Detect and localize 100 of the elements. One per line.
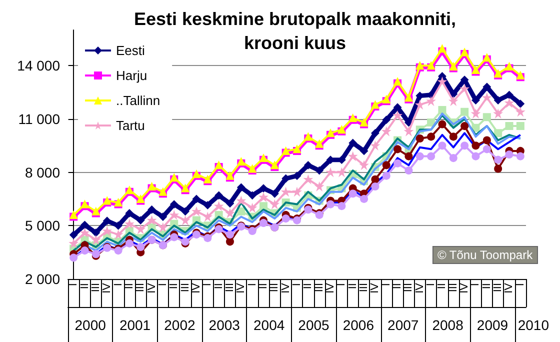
point — [293, 188, 301, 196]
x-tick-label: I — [336, 283, 348, 286]
point — [136, 225, 145, 234]
point — [204, 201, 212, 210]
x-tick-label: II — [302, 283, 314, 290]
point — [482, 113, 491, 122]
annotation: © Tõnu Toompark — [437, 248, 534, 262]
point — [170, 200, 178, 208]
point — [371, 129, 380, 138]
x-tick-label: III — [268, 283, 281, 292]
point — [326, 168, 335, 176]
point — [494, 96, 502, 104]
x-tick-label: II — [212, 283, 225, 290]
x-tick-label: I — [291, 283, 303, 286]
point — [394, 159, 402, 168]
x-tick-label: III — [224, 283, 236, 292]
point — [449, 97, 458, 106]
point — [482, 136, 491, 144]
x-tick-label: IV — [324, 282, 337, 294]
y-tick-label: 8 000 — [24, 164, 60, 180]
point — [70, 230, 78, 239]
point — [427, 97, 436, 106]
x-tick-label: II — [123, 283, 136, 290]
point — [371, 175, 380, 184]
point — [404, 166, 413, 175]
point — [136, 242, 145, 251]
point — [438, 106, 446, 114]
x-tick-label: I — [425, 283, 438, 286]
point — [382, 161, 390, 170]
point — [416, 100, 424, 109]
point — [460, 84, 469, 93]
point — [270, 200, 279, 208]
point — [438, 44, 446, 53]
point — [460, 108, 469, 116]
x-tick-label: III — [492, 283, 504, 292]
point — [449, 90, 458, 98]
text: 2004 — [253, 317, 285, 333]
point — [248, 204, 256, 212]
x-tick-label: IV — [458, 282, 471, 294]
point — [505, 150, 514, 158]
point — [282, 188, 290, 196]
text: 2003 — [208, 317, 240, 333]
point — [427, 132, 436, 141]
point — [460, 142, 469, 150]
point — [516, 122, 524, 130]
point — [394, 145, 402, 154]
x-tick-label: III — [179, 283, 192, 292]
point — [516, 100, 524, 108]
point — [259, 184, 268, 192]
x-tick-label: IV — [146, 282, 158, 294]
point — [315, 182, 324, 191]
x-tick-label: IV — [101, 282, 114, 294]
x-tick-label: IV — [235, 282, 248, 294]
point — [394, 103, 402, 112]
point — [259, 202, 268, 210]
point — [237, 196, 246, 205]
point — [516, 152, 524, 160]
x-tick-label: III — [447, 283, 460, 292]
point — [494, 164, 502, 173]
point — [80, 220, 89, 229]
point — [148, 216, 156, 224]
x-tick-label: III — [313, 283, 326, 292]
x-tick-label: IV — [414, 282, 426, 294]
point — [270, 190, 279, 198]
point — [438, 120, 446, 128]
point — [371, 142, 380, 150]
text: 2007 — [388, 317, 419, 333]
point — [449, 132, 458, 141]
point — [125, 220, 134, 228]
point — [326, 200, 335, 208]
point — [204, 212, 212, 221]
point — [315, 166, 324, 175]
x-tick-label: III — [402, 283, 415, 292]
point — [114, 230, 122, 239]
point — [394, 111, 402, 120]
point — [125, 239, 134, 248]
point — [237, 183, 246, 192]
point — [170, 210, 178, 219]
point — [103, 226, 112, 235]
text: 2006 — [342, 317, 374, 333]
x-tick-label: I — [380, 283, 392, 286]
legend-label: ..Tallinn — [116, 93, 160, 108]
x-tick-label: II — [392, 283, 404, 290]
point — [304, 175, 312, 184]
point — [148, 206, 156, 214]
point — [338, 168, 346, 176]
text: 2001 — [119, 317, 151, 333]
point — [304, 161, 312, 170]
point — [181, 216, 190, 224]
text: 2009 — [476, 317, 508, 333]
point — [472, 110, 480, 118]
y-tick-label: 14 000 — [17, 58, 60, 74]
y-tick-label: 11 000 — [18, 110, 60, 127]
x-tick-label: IV — [280, 282, 292, 294]
text: 2002 — [164, 317, 196, 333]
point — [516, 108, 524, 116]
point — [226, 238, 234, 246]
point — [214, 202, 223, 210]
y-tick-label: 5 000 — [24, 218, 60, 234]
text: 2000 — [74, 317, 106, 333]
